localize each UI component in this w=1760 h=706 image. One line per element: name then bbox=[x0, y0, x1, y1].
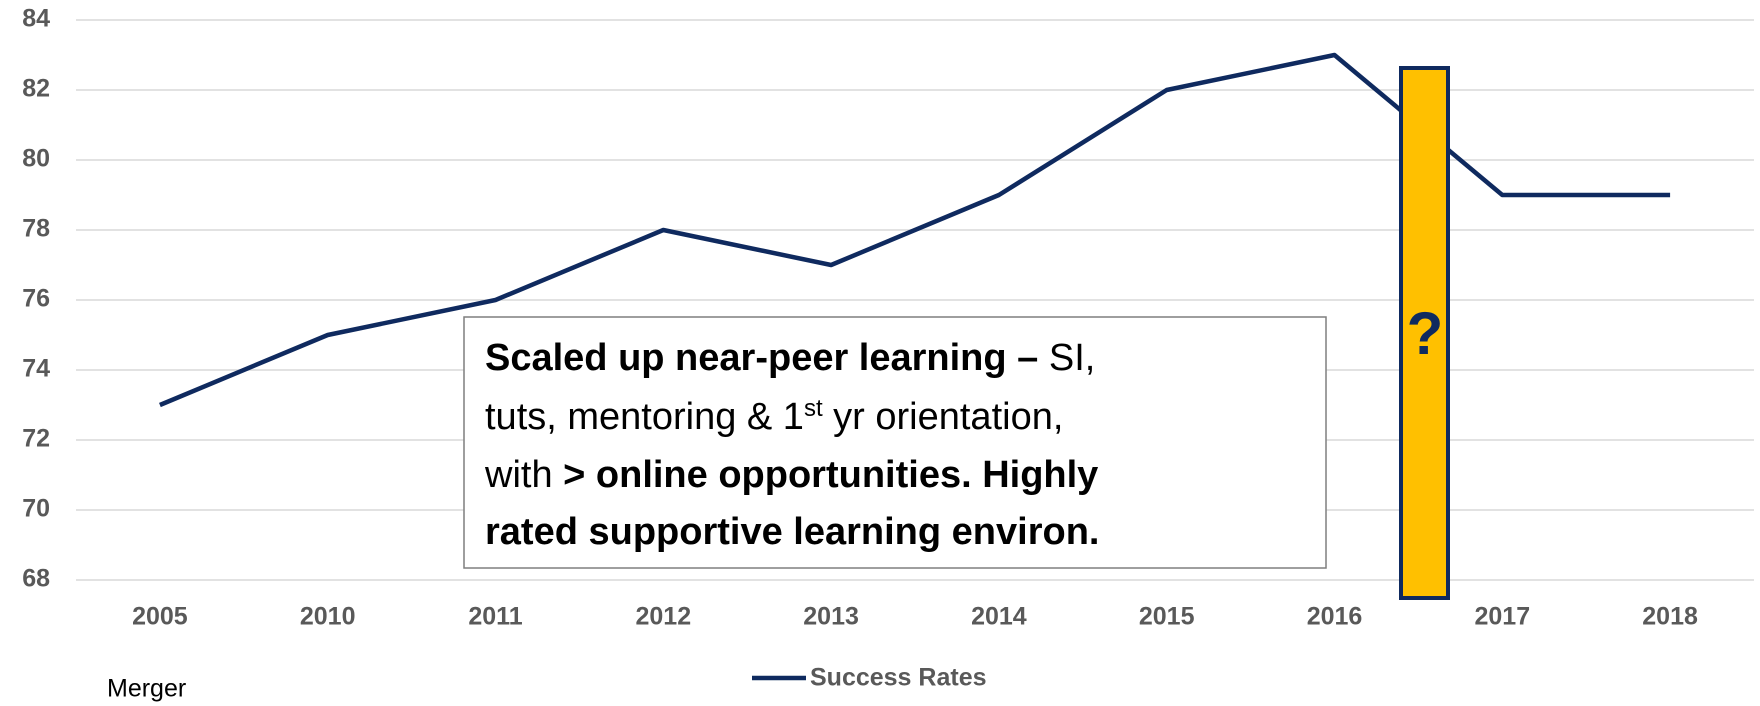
callout-run: st bbox=[804, 395, 823, 422]
y-tick-label: 70 bbox=[22, 495, 50, 523]
marker-bar bbox=[1399, 66, 1450, 600]
y-tick-label: 78 bbox=[22, 215, 50, 243]
x-tick-label: 2017 bbox=[1474, 603, 1530, 631]
y-tick-label: 82 bbox=[22, 75, 50, 103]
x-tick-label: 2013 bbox=[803, 603, 859, 631]
callout-run: SI, bbox=[1049, 337, 1095, 379]
callout-run: tuts, mentoring & 1 bbox=[485, 396, 804, 438]
y-tick-label: 74 bbox=[22, 355, 50, 383]
callout-run: yr orientation, bbox=[823, 396, 1064, 438]
callout-line: Scaled up near-peer learning – SI, bbox=[485, 337, 1095, 379]
legend-label: Success Rates bbox=[810, 664, 987, 692]
x-tick-label: 2005 bbox=[132, 603, 188, 631]
x-tick-label: 2015 bbox=[1139, 603, 1195, 631]
merger-label: Merger bbox=[107, 675, 186, 703]
callout-run: > online opportunities. Highly bbox=[563, 454, 1098, 496]
x-tick-label: 2010 bbox=[300, 603, 356, 631]
marker-label: ? bbox=[1407, 300, 1444, 367]
callout-line: tuts, mentoring & 1st yr orientation, bbox=[485, 395, 1063, 439]
callout-line: with > online opportunities. Highly bbox=[484, 454, 1098, 496]
callout-run: with bbox=[484, 454, 563, 496]
x-tick-label: 2012 bbox=[635, 603, 691, 631]
callout-box bbox=[463, 316, 1327, 569]
callout-line: rated supportive learning environ. bbox=[485, 511, 1099, 553]
y-tick-label: 68 bbox=[22, 565, 50, 593]
y-tick-label: 80 bbox=[22, 145, 50, 173]
x-tick-label: 2016 bbox=[1307, 603, 1363, 631]
x-tick-label: 2014 bbox=[971, 603, 1027, 631]
y-tick-label: 76 bbox=[22, 285, 50, 313]
y-tick-label: 84 bbox=[22, 5, 50, 33]
callout-run: Scaled up near-peer learning – bbox=[485, 337, 1049, 379]
x-tick-label: 2011 bbox=[468, 603, 522, 631]
y-tick-label: 72 bbox=[22, 425, 50, 453]
callout-run: rated supportive learning environ. bbox=[485, 511, 1099, 553]
x-tick-label: 2018 bbox=[1642, 603, 1698, 631]
